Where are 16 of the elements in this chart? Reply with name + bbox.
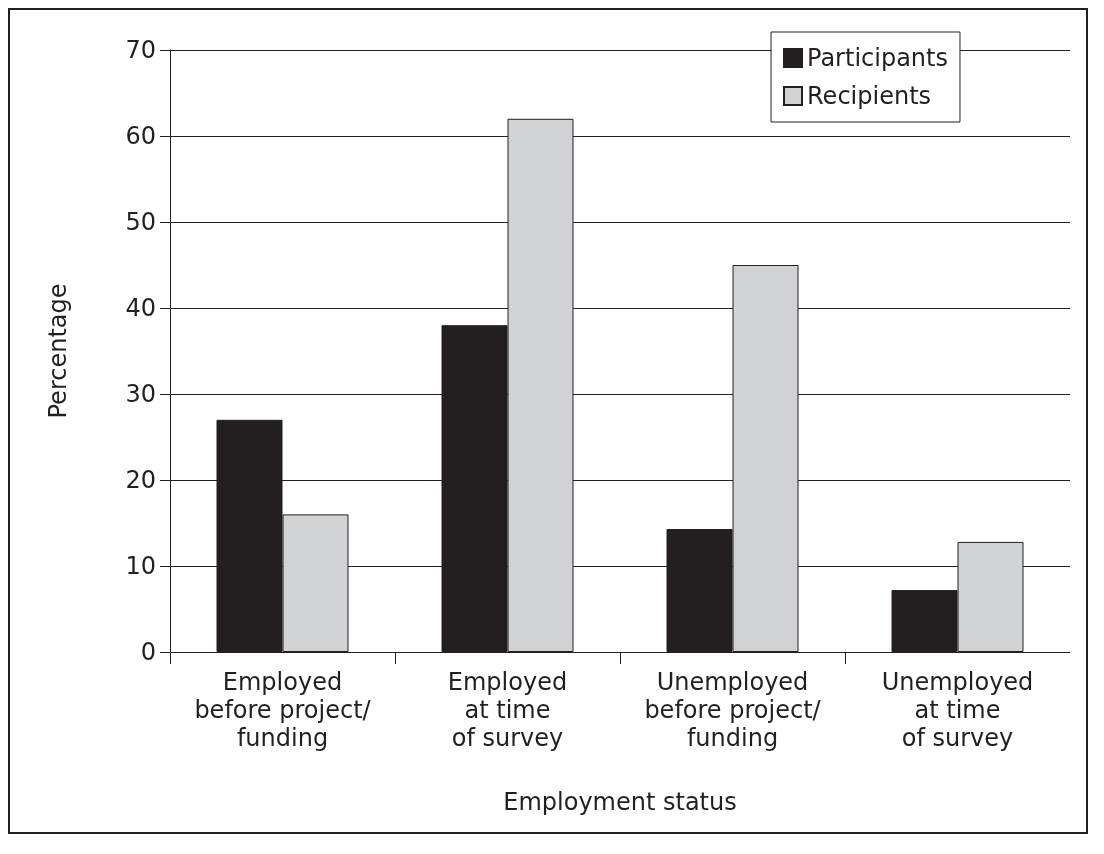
x-tick-label: Employed before project/ funding [194, 668, 372, 752]
y-tick-label: 60 [125, 122, 156, 150]
y-tick-label: 70 [125, 36, 156, 64]
y-tick-label: 20 [125, 466, 156, 494]
y-tick-label: 0 [140, 638, 156, 666]
legend-label: Participants [807, 44, 949, 72]
x-tick-label: Employed at time of survey [447, 668, 568, 752]
y-tick-label: 50 [125, 208, 156, 236]
y-tick-label: 40 [125, 294, 156, 322]
y-tick-label: 30 [125, 380, 156, 408]
x-tick-label: Unemployed at time of survey [881, 668, 1034, 752]
legend-label: Recipients [807, 82, 932, 110]
y-tick-label: 10 [125, 552, 156, 580]
y-axis-title: Percentage [44, 283, 72, 419]
x-tick-label: Unemployed before project/ funding [644, 668, 822, 752]
x-axis-title: Employment status [503, 788, 737, 816]
